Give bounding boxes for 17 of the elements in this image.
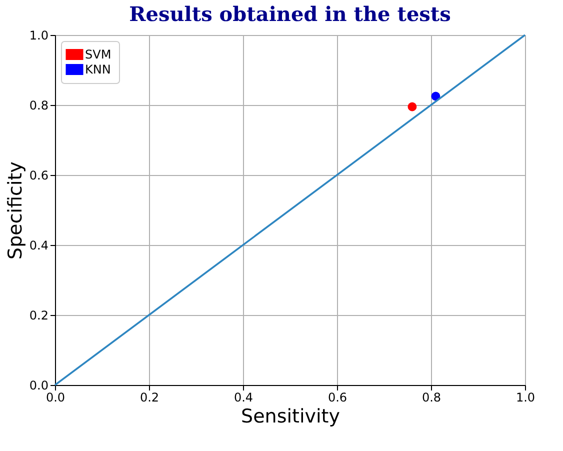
y-axis-title: Specificity — [4, 162, 26, 260]
y-tick-label: 0.2 — [29, 308, 48, 322]
x-tick-label: 1.0 — [516, 390, 536, 404]
legend-label: SVM — [85, 48, 112, 62]
y-tick-label: 0.6 — [29, 168, 48, 182]
legend-label: KNN — [85, 62, 111, 76]
x-tick-label: 0.4 — [234, 390, 254, 404]
x-tick-label: 0.2 — [140, 390, 160, 404]
y-tick-label: 0.8 — [29, 98, 48, 112]
y-tick-label: 0.4 — [29, 238, 48, 252]
x-tick-label: 0.0 — [46, 390, 66, 404]
x-axis-title: Sensitivity — [241, 406, 340, 428]
x-tick-label: 0.6 — [328, 390, 348, 404]
chart-title: Results obtained in the tests — [129, 2, 451, 26]
x-tick-label: 0.8 — [422, 390, 442, 404]
y-tick-label: 1.0 — [29, 28, 48, 42]
y-tick-label: 0.0 — [29, 378, 48, 392]
